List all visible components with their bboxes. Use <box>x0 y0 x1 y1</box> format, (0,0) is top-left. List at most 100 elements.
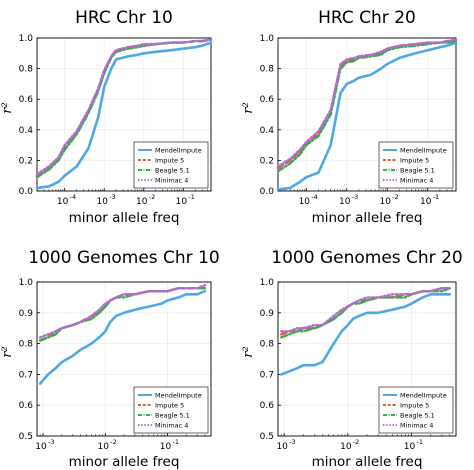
plot-frame <box>36 281 212 437</box>
y-tick-label: 1.0 <box>19 278 34 288</box>
x-axis-label: minor allele freq <box>312 210 423 226</box>
legend-label: MendelImpute <box>155 391 202 399</box>
legend-label: Impute 5 <box>400 401 429 409</box>
series-line-3 <box>276 39 458 173</box>
y-tick-label: 0.6 <box>19 95 34 105</box>
legend-label: Beagle 5.1 <box>155 166 190 174</box>
legend-label: Beagle 5.1 <box>155 411 190 419</box>
x-tick-exponent: -3 <box>289 438 295 446</box>
legend-label: Minimac 4 <box>400 421 433 429</box>
chart-title: HRC Chr 10 <box>75 8 173 28</box>
x-tick-label: 10 <box>136 197 148 207</box>
x-axis-label: minor allele freq <box>69 454 180 470</box>
y-tick-label: 0.2 <box>260 156 274 166</box>
legend: MendelImpute Impute 5 Beagle 5.1 Minimac 4 <box>133 141 209 189</box>
chart-panel-3: 0.50.60.70.80.91.010 -3 10 -2 10 -1MendelImpu… <box>0 248 220 470</box>
legend-label: Minimac 4 <box>155 176 188 184</box>
legend-label: Minimac 4 <box>155 421 188 429</box>
x-tick-label: 10 <box>420 197 432 207</box>
y-tick-label: 0.4 <box>260 126 275 136</box>
y-tick-label: 1.0 <box>260 34 275 44</box>
series-line-1 <box>276 41 458 191</box>
legend-label: MendelImpute <box>400 146 447 154</box>
plot-frame <box>277 37 457 192</box>
y-tick-label: 0.8 <box>19 340 34 350</box>
y-axis-label: r² <box>241 102 256 113</box>
x-tick-exponent: -4 <box>70 193 76 201</box>
y-tick-label: 0.9 <box>260 309 275 319</box>
x-axis-label: minor allele freq <box>312 454 423 470</box>
chart-title: 1000 Genomes Chr 20 <box>271 248 462 268</box>
chart-panel-1: 0.00.20.40.60.81.010 -4 10 -3 10 -2 10 -1Mendel… <box>0 8 213 226</box>
y-tick-label: 0.0 <box>19 187 34 197</box>
series-line-1 <box>35 41 213 190</box>
chart-title: HRC Chr 20 <box>318 8 416 28</box>
x-tick-exponent: -2 <box>353 438 359 446</box>
legend: MendelImpute Impute 5 Beagle 5.1 Minimac 4 <box>133 386 209 434</box>
legend-label: Beagle 5.1 <box>400 411 435 419</box>
series-line-4 <box>35 38 213 176</box>
x-axis-label: minor allele freq <box>69 210 180 226</box>
y-tick-label: 1.0 <box>260 278 275 288</box>
chart-panel-4: 0.50.60.70.80.91.010 -3 10 -2 10 -1MendelImpu… <box>241 248 463 470</box>
y-tick-label: 0.8 <box>260 65 275 75</box>
x-tick-exponent: -2 <box>110 438 116 446</box>
x-tick-exponent: -1 <box>173 438 179 446</box>
x-tick-exponent: -1 <box>433 193 439 201</box>
legend: MendelImpute Impute 5 Beagle 5.1 Minimac 4 <box>378 386 454 434</box>
y-tick-label: 0.4 <box>19 126 34 136</box>
x-tick-exponent: -3 <box>352 193 358 201</box>
x-tick-label: 10 <box>340 442 352 452</box>
x-tick-label: 10 <box>299 197 311 207</box>
series-line-4 <box>276 38 458 168</box>
x-tick-label: 10 <box>339 197 351 207</box>
x-tick-label: 10 <box>57 197 69 207</box>
y-tick-label: 0.6 <box>260 95 275 105</box>
legend-label: Impute 5 <box>155 401 184 409</box>
x-tick-label: 10 <box>160 442 172 452</box>
x-tick-exponent: -2 <box>149 193 155 201</box>
series-line-4 <box>39 283 207 339</box>
x-tick-exponent: -3 <box>48 438 54 446</box>
x-tick-exponent: -1 <box>188 193 194 201</box>
y-tick-label: 0.8 <box>260 340 275 350</box>
legend-label: Beagle 5.1 <box>400 166 435 174</box>
x-tick-exponent: -3 <box>109 193 115 201</box>
x-tick-label: 10 <box>176 197 188 207</box>
legend-label: Minimac 4 <box>400 176 433 184</box>
plot-frame <box>277 281 457 437</box>
x-tick-exponent: -2 <box>392 193 398 201</box>
y-tick-label: 0.8 <box>19 65 34 75</box>
x-tick-label: 10 <box>380 197 392 207</box>
y-tick-label: 0.0 <box>260 187 275 197</box>
y-tick-label: 0.5 <box>19 432 33 442</box>
plot-frame <box>36 37 212 192</box>
y-tick-label: 0.6 <box>19 401 34 411</box>
x-tick-exponent: -1 <box>417 438 423 446</box>
series-line-4 <box>280 287 451 333</box>
x-tick-label: 10 <box>404 442 416 452</box>
legend-label: MendelImpute <box>155 146 202 154</box>
legend-label: MendelImpute <box>400 391 447 399</box>
y-tick-label: 0.6 <box>260 401 275 411</box>
y-axis-label: r² <box>241 346 256 357</box>
y-axis-label: r² <box>0 346 15 357</box>
x-tick-label: 10 <box>35 442 47 452</box>
series-line-1 <box>280 293 452 376</box>
x-tick-label: 10 <box>276 442 288 452</box>
y-tick-label: 0.9 <box>19 309 34 319</box>
x-tick-label: 10 <box>96 197 108 207</box>
x-tick-label: 10 <box>98 442 110 452</box>
y-tick-label: 1.0 <box>19 34 34 44</box>
y-axis-label: r² <box>0 102 15 113</box>
legend-label: Impute 5 <box>155 156 184 164</box>
y-tick-label: 0.2 <box>19 156 33 166</box>
series-line-1 <box>38 289 207 385</box>
chart-panel-2: 0.00.20.40.60.81.010 -4 10 -3 10 -2 10 -1Mendel… <box>241 8 458 226</box>
chart-title: 1000 Genomes Chr 10 <box>28 248 219 268</box>
y-tick-label: 0.5 <box>260 432 274 442</box>
x-tick-exponent: -4 <box>311 193 317 201</box>
y-tick-label: 0.7 <box>19 370 33 380</box>
legend-label: Impute 5 <box>400 156 429 164</box>
